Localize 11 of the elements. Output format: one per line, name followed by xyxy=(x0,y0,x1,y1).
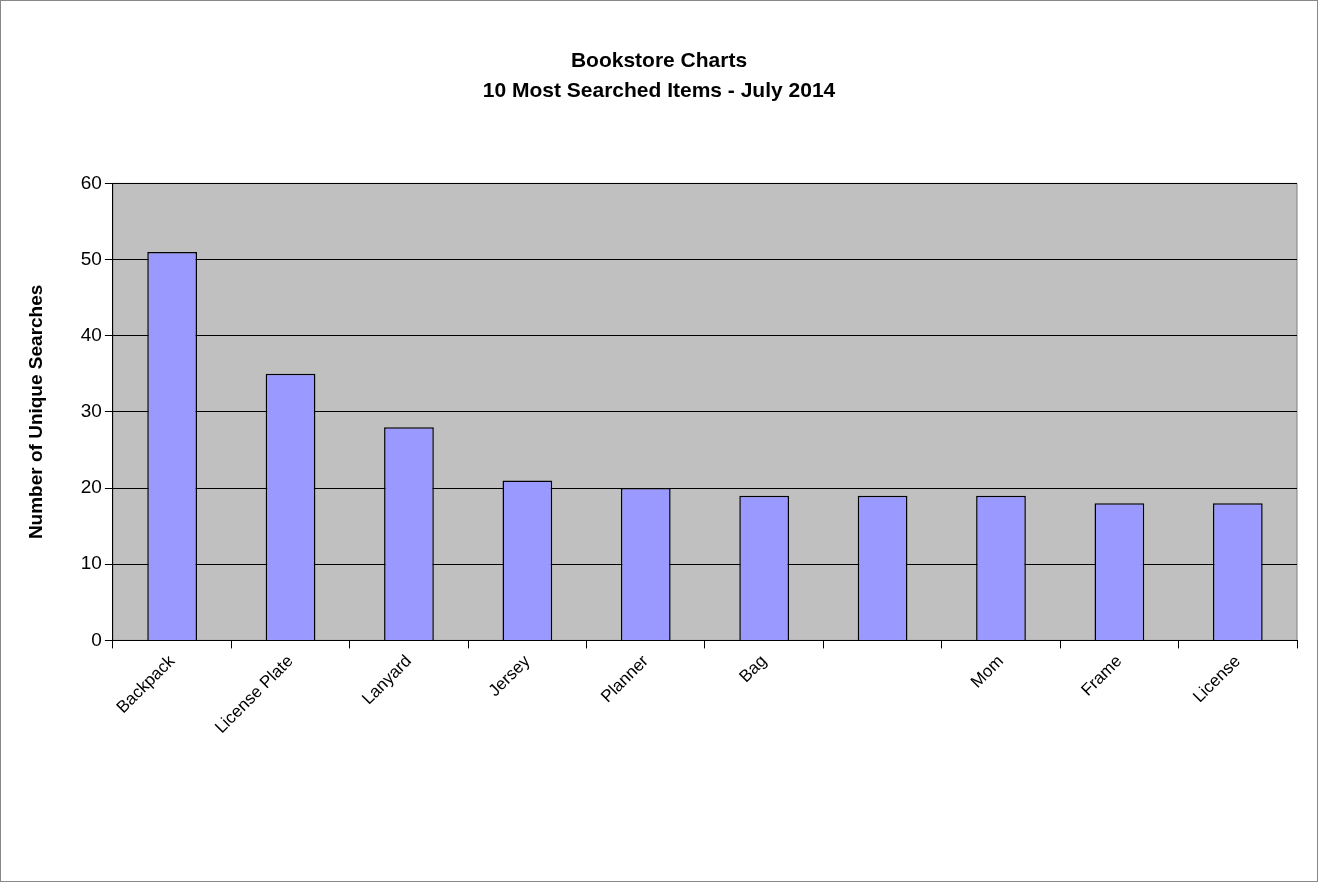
y-tick-label: 50 xyxy=(80,247,102,269)
x-tick-label: Bag xyxy=(735,651,771,687)
y-tick-label: 30 xyxy=(80,400,102,422)
y-tick-label: 10 xyxy=(80,552,102,574)
y-tick-label: 0 xyxy=(91,628,102,650)
chart-title: Bookstore Charts xyxy=(570,48,748,72)
y-tick-label: 40 xyxy=(80,323,102,345)
y-tick-label: 20 xyxy=(80,476,102,498)
chart-subtitle: 10 Most Searched Items - July 2014 xyxy=(482,77,836,101)
y-axis-title: Number of Unique Searches xyxy=(24,284,46,540)
y-tick-label: 60 xyxy=(80,171,102,193)
